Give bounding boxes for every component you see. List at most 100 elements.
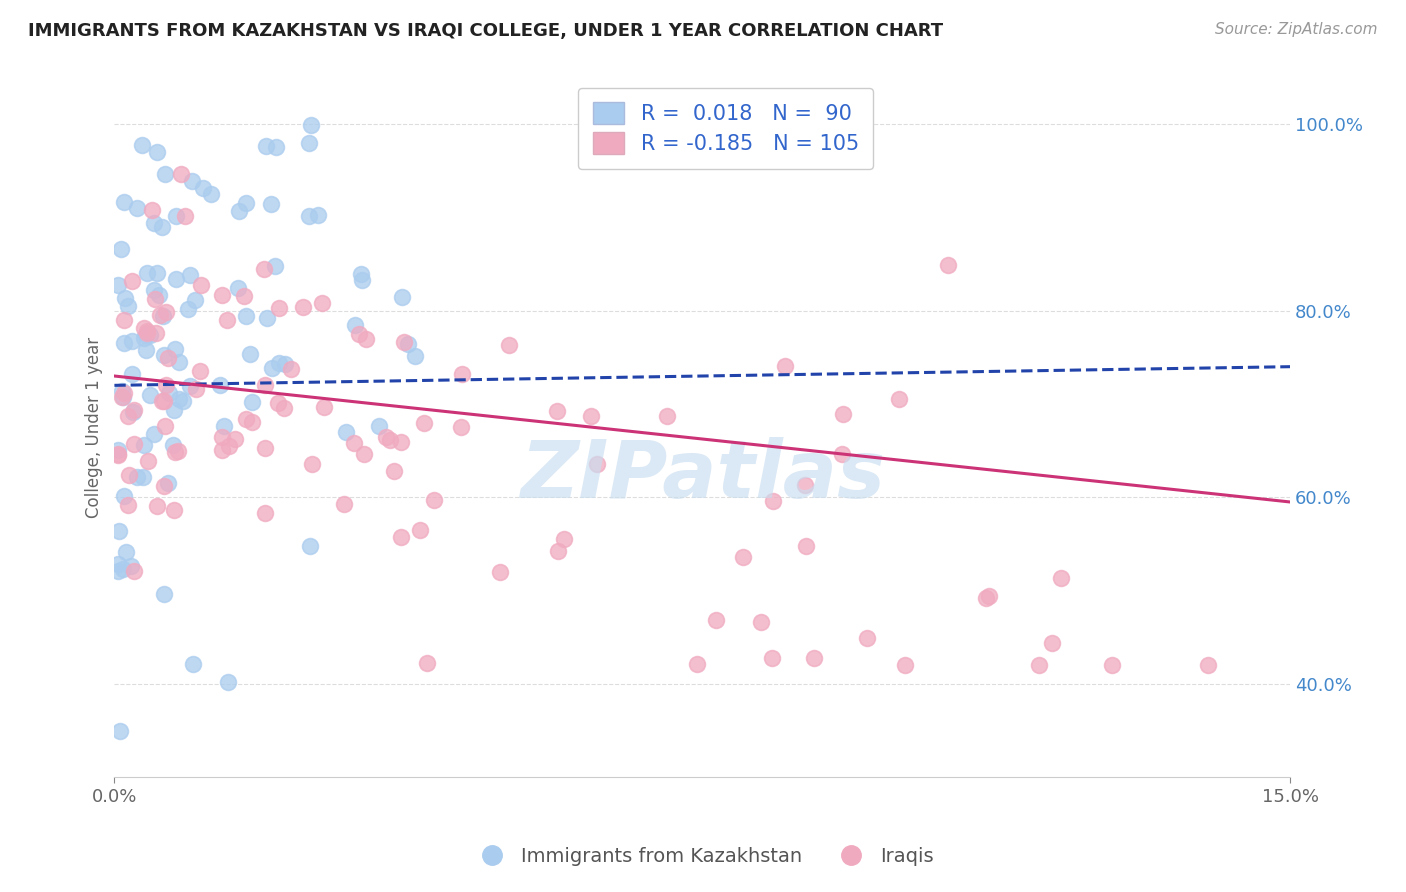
Point: [107, 448, 129, 462]
Point: [215, 312, 238, 326]
Point: [332, 497, 354, 511]
Point: [546, 404, 568, 418]
Y-axis label: College, Under 1 year: College, Under 1 year: [86, 337, 103, 518]
Point: [413, 416, 436, 430]
Point: [266, 396, 288, 410]
Point: [167, 392, 190, 407]
Point: [344, 318, 367, 332]
Point: [153, 587, 176, 601]
Point: [218, 439, 240, 453]
Point: [240, 415, 263, 429]
Point: [228, 203, 250, 218]
Point: [794, 539, 817, 553]
Point: [112, 312, 135, 326]
Point: [170, 167, 193, 181]
Point: [856, 631, 879, 645]
Point: [112, 385, 135, 400]
Point: [181, 174, 204, 188]
Point: [1197, 658, 1219, 673]
Point: [1028, 658, 1050, 673]
Point: [111, 384, 134, 398]
Point: [350, 267, 373, 281]
Point: [382, 464, 405, 478]
Point: [122, 405, 145, 419]
Point: [153, 419, 176, 434]
Point: [112, 390, 135, 404]
Point: [177, 301, 200, 316]
Point: [145, 326, 167, 341]
Point: [153, 167, 176, 181]
Point: [226, 281, 249, 295]
Point: [347, 327, 370, 342]
Point: [134, 320, 156, 334]
Point: [165, 210, 187, 224]
Point: [936, 258, 959, 272]
Point: [380, 434, 402, 448]
Text: ZIPatlas: ZIPatlas: [520, 437, 884, 516]
Point: [253, 378, 276, 392]
Point: [112, 561, 135, 575]
Point: [114, 291, 136, 305]
Point: [450, 368, 472, 382]
Point: [107, 557, 129, 571]
Point: [240, 395, 263, 409]
Point: [122, 565, 145, 579]
Point: [181, 657, 204, 672]
Point: [391, 290, 413, 304]
Point: [211, 442, 233, 457]
Point: [157, 351, 180, 366]
Point: [235, 412, 257, 426]
Point: [146, 266, 169, 280]
Point: [135, 328, 157, 343]
Point: [254, 506, 277, 520]
Point: [169, 355, 191, 369]
Point: [299, 539, 322, 553]
Point: [704, 614, 727, 628]
Point: [190, 278, 212, 293]
Point: [404, 349, 426, 363]
Point: [179, 268, 201, 282]
Point: [127, 201, 149, 215]
Point: [150, 220, 173, 235]
Point: [112, 336, 135, 351]
Point: [264, 139, 287, 153]
Point: [200, 186, 222, 201]
Point: [761, 651, 783, 665]
Point: [172, 393, 194, 408]
Point: [498, 338, 520, 352]
Point: [167, 443, 190, 458]
Point: [267, 301, 290, 315]
Point: [415, 657, 437, 671]
Point: [136, 324, 159, 338]
Point: [280, 362, 302, 376]
Point: [117, 409, 139, 423]
Legend: R =  0.018   N =  90, R = -0.185   N = 105: R = 0.018 N = 90, R = -0.185 N = 105: [578, 87, 873, 169]
Point: [235, 310, 257, 324]
Point: [163, 503, 186, 517]
Point: [553, 532, 575, 546]
Point: [155, 377, 177, 392]
Point: [148, 288, 170, 302]
Point: [773, 359, 796, 373]
Point: [342, 436, 364, 450]
Point: [450, 420, 472, 434]
Point: [188, 364, 211, 378]
Point: [733, 549, 755, 564]
Point: [138, 387, 160, 401]
Point: [146, 145, 169, 159]
Point: [260, 196, 283, 211]
Point: [292, 300, 315, 314]
Point: [352, 273, 374, 287]
Point: [1050, 570, 1073, 584]
Point: [211, 430, 233, 444]
Point: [122, 403, 145, 417]
Point: [260, 361, 283, 376]
Point: [139, 328, 162, 343]
Point: [141, 203, 163, 218]
Point: [111, 390, 134, 404]
Point: [107, 442, 129, 457]
Point: [121, 334, 143, 348]
Point: [253, 261, 276, 276]
Point: [299, 118, 322, 132]
Point: [162, 437, 184, 451]
